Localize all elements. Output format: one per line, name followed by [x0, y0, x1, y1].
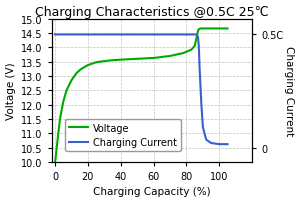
Y-axis label: Charging Current: Charging Current [284, 46, 294, 136]
Voltage [119, 59, 123, 62]
Voltage [200, 28, 203, 31]
Charging Current [191, 34, 195, 37]
Charging Current [201, 126, 205, 129]
Charging Current [209, 142, 213, 144]
Voltage [152, 57, 155, 60]
Voltage [75, 73, 78, 75]
Voltage [111, 60, 114, 62]
Voltage [168, 55, 172, 58]
Voltage [53, 161, 57, 163]
Voltage [197, 29, 201, 31]
Charging Current [197, 45, 201, 48]
Voltage [182, 53, 185, 55]
Voltage [80, 68, 83, 71]
Voltage [103, 61, 106, 63]
Charging Current [196, 36, 200, 39]
Charging Current [194, 34, 198, 37]
Voltage [201, 28, 205, 31]
Charging Current [53, 34, 57, 37]
Charging Current [55, 34, 58, 37]
Voltage [86, 65, 90, 67]
Voltage [61, 101, 65, 103]
Voltage [65, 90, 68, 92]
Voltage [55, 147, 58, 149]
Y-axis label: Voltage (V): Voltage (V) [6, 62, 16, 120]
Voltage [194, 38, 198, 41]
Line: Voltage: Voltage [55, 29, 227, 162]
Charging Current [61, 34, 65, 37]
Voltage [58, 118, 62, 121]
Charging Current [198, 68, 201, 70]
Voltage [56, 132, 60, 135]
Voltage [193, 45, 196, 48]
Voltage [190, 49, 193, 52]
Voltage [54, 158, 57, 160]
Charging Current [226, 143, 229, 146]
Voltage [209, 28, 213, 31]
Line: Charging Current: Charging Current [55, 35, 227, 144]
Charging Current [218, 143, 221, 146]
Legend: Voltage, Charging Current: Voltage, Charging Current [64, 119, 181, 152]
Title: Charging Characteristics @0.5C 25℃: Charging Characteristics @0.5C 25℃ [35, 5, 269, 18]
Voltage [218, 28, 221, 31]
Charging Current [204, 139, 208, 141]
Voltage [198, 28, 201, 31]
Charging Current [200, 102, 203, 104]
Voltage [94, 62, 98, 64]
Voltage [196, 30, 200, 33]
Voltage [226, 28, 229, 31]
Voltage [70, 80, 73, 82]
Voltage [135, 58, 139, 61]
X-axis label: Charging Capacity (%): Charging Capacity (%) [93, 186, 211, 197]
